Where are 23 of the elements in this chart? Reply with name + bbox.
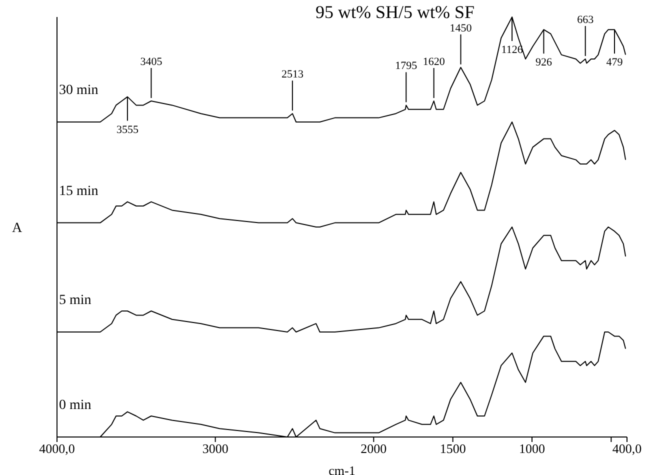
series-label: 0 min — [59, 398, 92, 413]
x-tick-label: 1500 — [440, 441, 466, 456]
annotation: 1126 — [501, 44, 524, 56]
annotation: 1795 — [395, 60, 418, 72]
annotation: 3555 — [116, 124, 139, 136]
x-tick-label: 3000 — [202, 441, 228, 456]
annotation: 479 — [606, 56, 624, 69]
chart-title: 95 wt% SH/5 wt% SF — [314, 2, 476, 23]
series-label: 15 min — [59, 184, 98, 199]
series-label: 5 min — [59, 293, 92, 308]
annotation: 3405 — [140, 56, 163, 68]
annotation: 2513 — [281, 68, 304, 81]
y-axis-title: A — [12, 220, 23, 236]
annotation: 663 — [577, 14, 594, 26]
annotation: 926 — [535, 56, 552, 69]
x-tick-label: 1000 — [519, 441, 545, 456]
annotation: 1450 — [450, 22, 472, 34]
x-tick-label: 4000,0 — [39, 441, 75, 456]
x-tick-label: 400,0 — [612, 441, 642, 456]
x-axis-title: cm-1 — [328, 463, 356, 475]
series-label: 30 min — [59, 83, 98, 98]
annotation: 1620 — [422, 56, 446, 68]
x-tick-label: 2000 — [360, 441, 387, 456]
